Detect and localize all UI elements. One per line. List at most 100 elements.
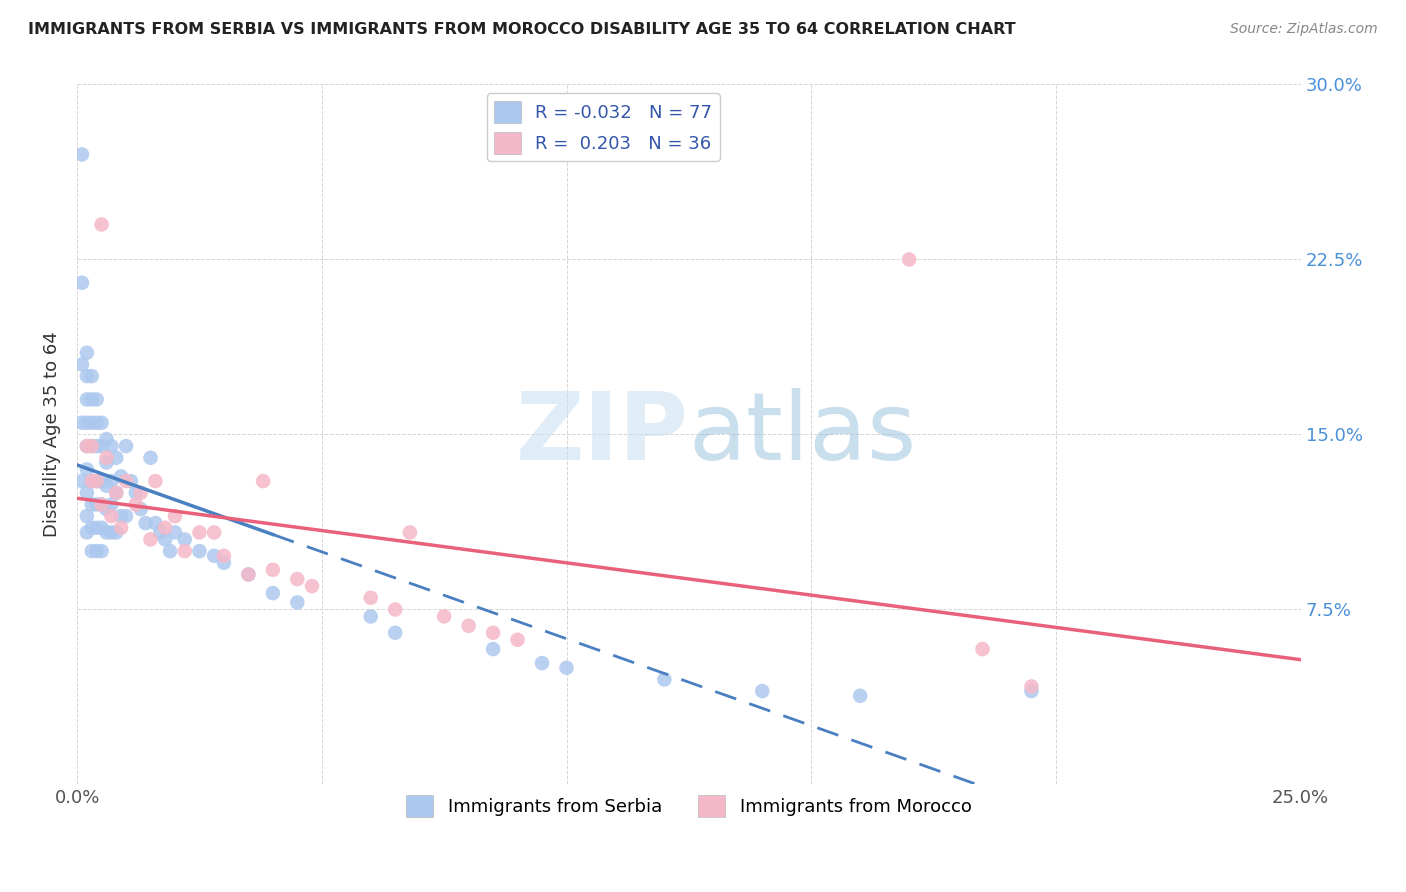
Point	[90, 439, 112, 453]
Point	[70, 358, 93, 372]
Point	[96, 525, 118, 540]
Point	[100, 474, 122, 488]
Point	[90, 498, 112, 512]
Point	[80, 544, 103, 558]
Point	[100, 509, 122, 524]
Point	[457, 619, 479, 633]
Point	[96, 479, 118, 493]
Point	[360, 609, 382, 624]
Point	[238, 567, 260, 582]
Point	[1021, 684, 1043, 698]
Point	[751, 684, 773, 698]
Point	[972, 642, 994, 657]
Point	[153, 521, 176, 535]
Point	[301, 579, 323, 593]
Point	[188, 544, 211, 558]
Point	[135, 516, 157, 530]
Point	[531, 656, 554, 670]
Point	[90, 218, 112, 232]
Y-axis label: Disability Age 35 to 64: Disability Age 35 to 64	[44, 332, 60, 537]
Point	[86, 474, 108, 488]
Point	[86, 521, 108, 535]
Point	[100, 498, 122, 512]
Point	[70, 416, 93, 430]
Point	[80, 498, 103, 512]
Point	[115, 439, 138, 453]
Point	[110, 521, 132, 535]
Point	[238, 567, 260, 582]
Point	[76, 345, 98, 359]
Point	[188, 525, 211, 540]
Point	[76, 369, 98, 384]
Text: Source: ZipAtlas.com: Source: ZipAtlas.com	[1230, 22, 1378, 37]
Point	[90, 498, 112, 512]
Point	[105, 485, 128, 500]
Point	[80, 474, 103, 488]
Point	[285, 572, 308, 586]
Point	[80, 474, 103, 488]
Point	[173, 533, 195, 547]
Point	[76, 392, 98, 407]
Point	[212, 549, 235, 563]
Point	[285, 595, 308, 609]
Point	[86, 474, 108, 488]
Point	[159, 544, 181, 558]
Point	[202, 525, 225, 540]
Point	[145, 516, 167, 530]
Text: ZIP: ZIP	[516, 388, 689, 481]
Point	[120, 474, 142, 488]
Point	[252, 474, 274, 488]
Point	[506, 632, 529, 647]
Point	[139, 533, 162, 547]
Point	[76, 485, 98, 500]
Point	[125, 485, 148, 500]
Point	[80, 439, 103, 453]
Point	[80, 416, 103, 430]
Point	[145, 474, 167, 488]
Point	[110, 509, 132, 524]
Point	[76, 439, 98, 453]
Point	[90, 521, 112, 535]
Point	[139, 450, 162, 465]
Legend: Immigrants from Serbia, Immigrants from Morocco: Immigrants from Serbia, Immigrants from …	[399, 788, 979, 824]
Point	[86, 544, 108, 558]
Point	[125, 498, 148, 512]
Point	[96, 502, 118, 516]
Point	[86, 439, 108, 453]
Point	[115, 509, 138, 524]
Point	[482, 625, 505, 640]
Point	[212, 556, 235, 570]
Point	[555, 661, 578, 675]
Point	[70, 474, 93, 488]
Point	[129, 502, 152, 516]
Point	[80, 521, 103, 535]
Point	[262, 586, 284, 600]
Point	[86, 498, 108, 512]
Point	[70, 147, 93, 161]
Point	[384, 602, 406, 616]
Point	[482, 642, 505, 657]
Point	[110, 469, 132, 483]
Point	[76, 525, 98, 540]
Point	[360, 591, 382, 605]
Point	[399, 525, 422, 540]
Point	[96, 455, 118, 469]
Point	[100, 439, 122, 453]
Point	[90, 544, 112, 558]
Point	[90, 416, 112, 430]
Point	[898, 252, 921, 267]
Point	[96, 432, 118, 446]
Text: atlas: atlas	[689, 388, 917, 481]
Point	[129, 485, 152, 500]
Point	[163, 525, 186, 540]
Point	[76, 509, 98, 524]
Point	[105, 450, 128, 465]
Point	[76, 462, 98, 476]
Point	[86, 392, 108, 407]
Point	[433, 609, 456, 624]
Point	[80, 439, 103, 453]
Point	[96, 450, 118, 465]
Point	[163, 509, 186, 524]
Point	[105, 485, 128, 500]
Point	[384, 625, 406, 640]
